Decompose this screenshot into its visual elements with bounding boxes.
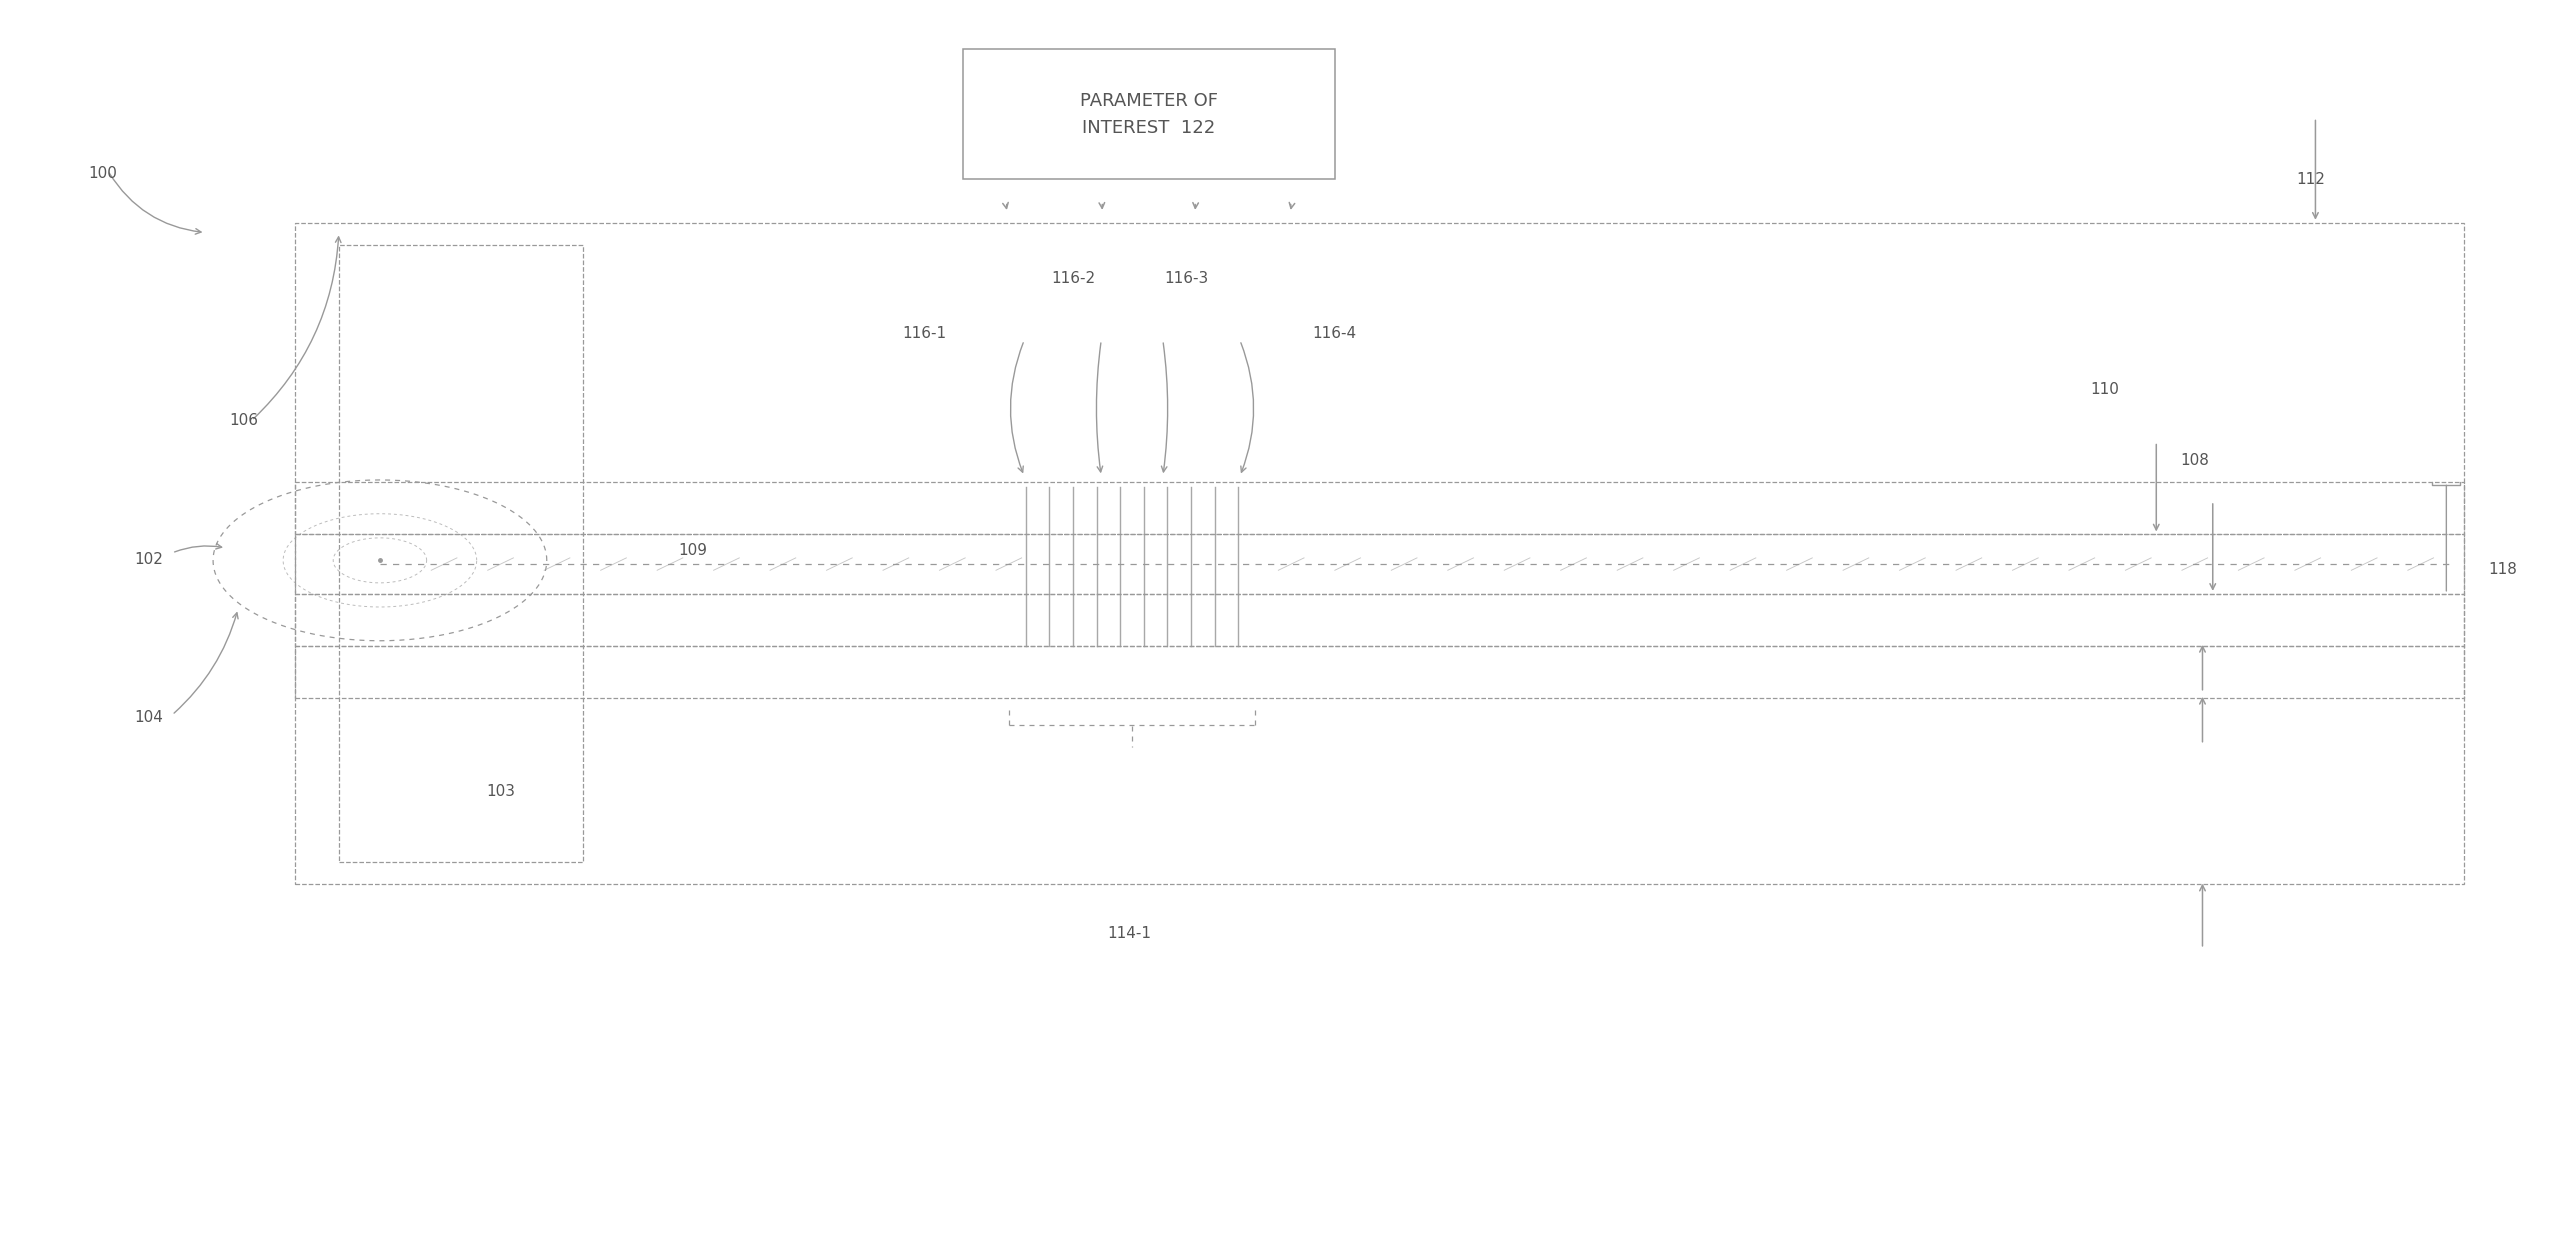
Text: 116-4: 116-4 [1312,327,1358,341]
Text: 114-1: 114-1 [1106,927,1153,941]
Bar [339,245,583,862]
Text: 106: 106 [228,413,259,428]
Text: 100: 100 [87,166,118,181]
Text: PARAMETER OF
INTEREST  122: PARAMETER OF INTEREST 122 [1081,93,1217,136]
Bar [295,646,2464,698]
Bar [295,482,2464,534]
Text: 108: 108 [2179,453,2210,468]
Text: 118: 118 [2487,562,2518,576]
Bar [295,223,2464,884]
Text: 116-2: 116-2 [1050,271,1096,286]
Text: 116-1: 116-1 [901,327,947,341]
Text: 110: 110 [2090,382,2120,397]
Text: 112: 112 [2295,172,2326,187]
Text: 102: 102 [133,552,164,567]
Text: 109: 109 [678,543,708,558]
Text: 103: 103 [485,784,516,799]
Bar [963,49,1335,179]
Bar [295,594,2464,646]
Text: 104: 104 [133,710,164,725]
Bar [295,534,2464,594]
Text: 116-3: 116-3 [1163,271,1209,286]
